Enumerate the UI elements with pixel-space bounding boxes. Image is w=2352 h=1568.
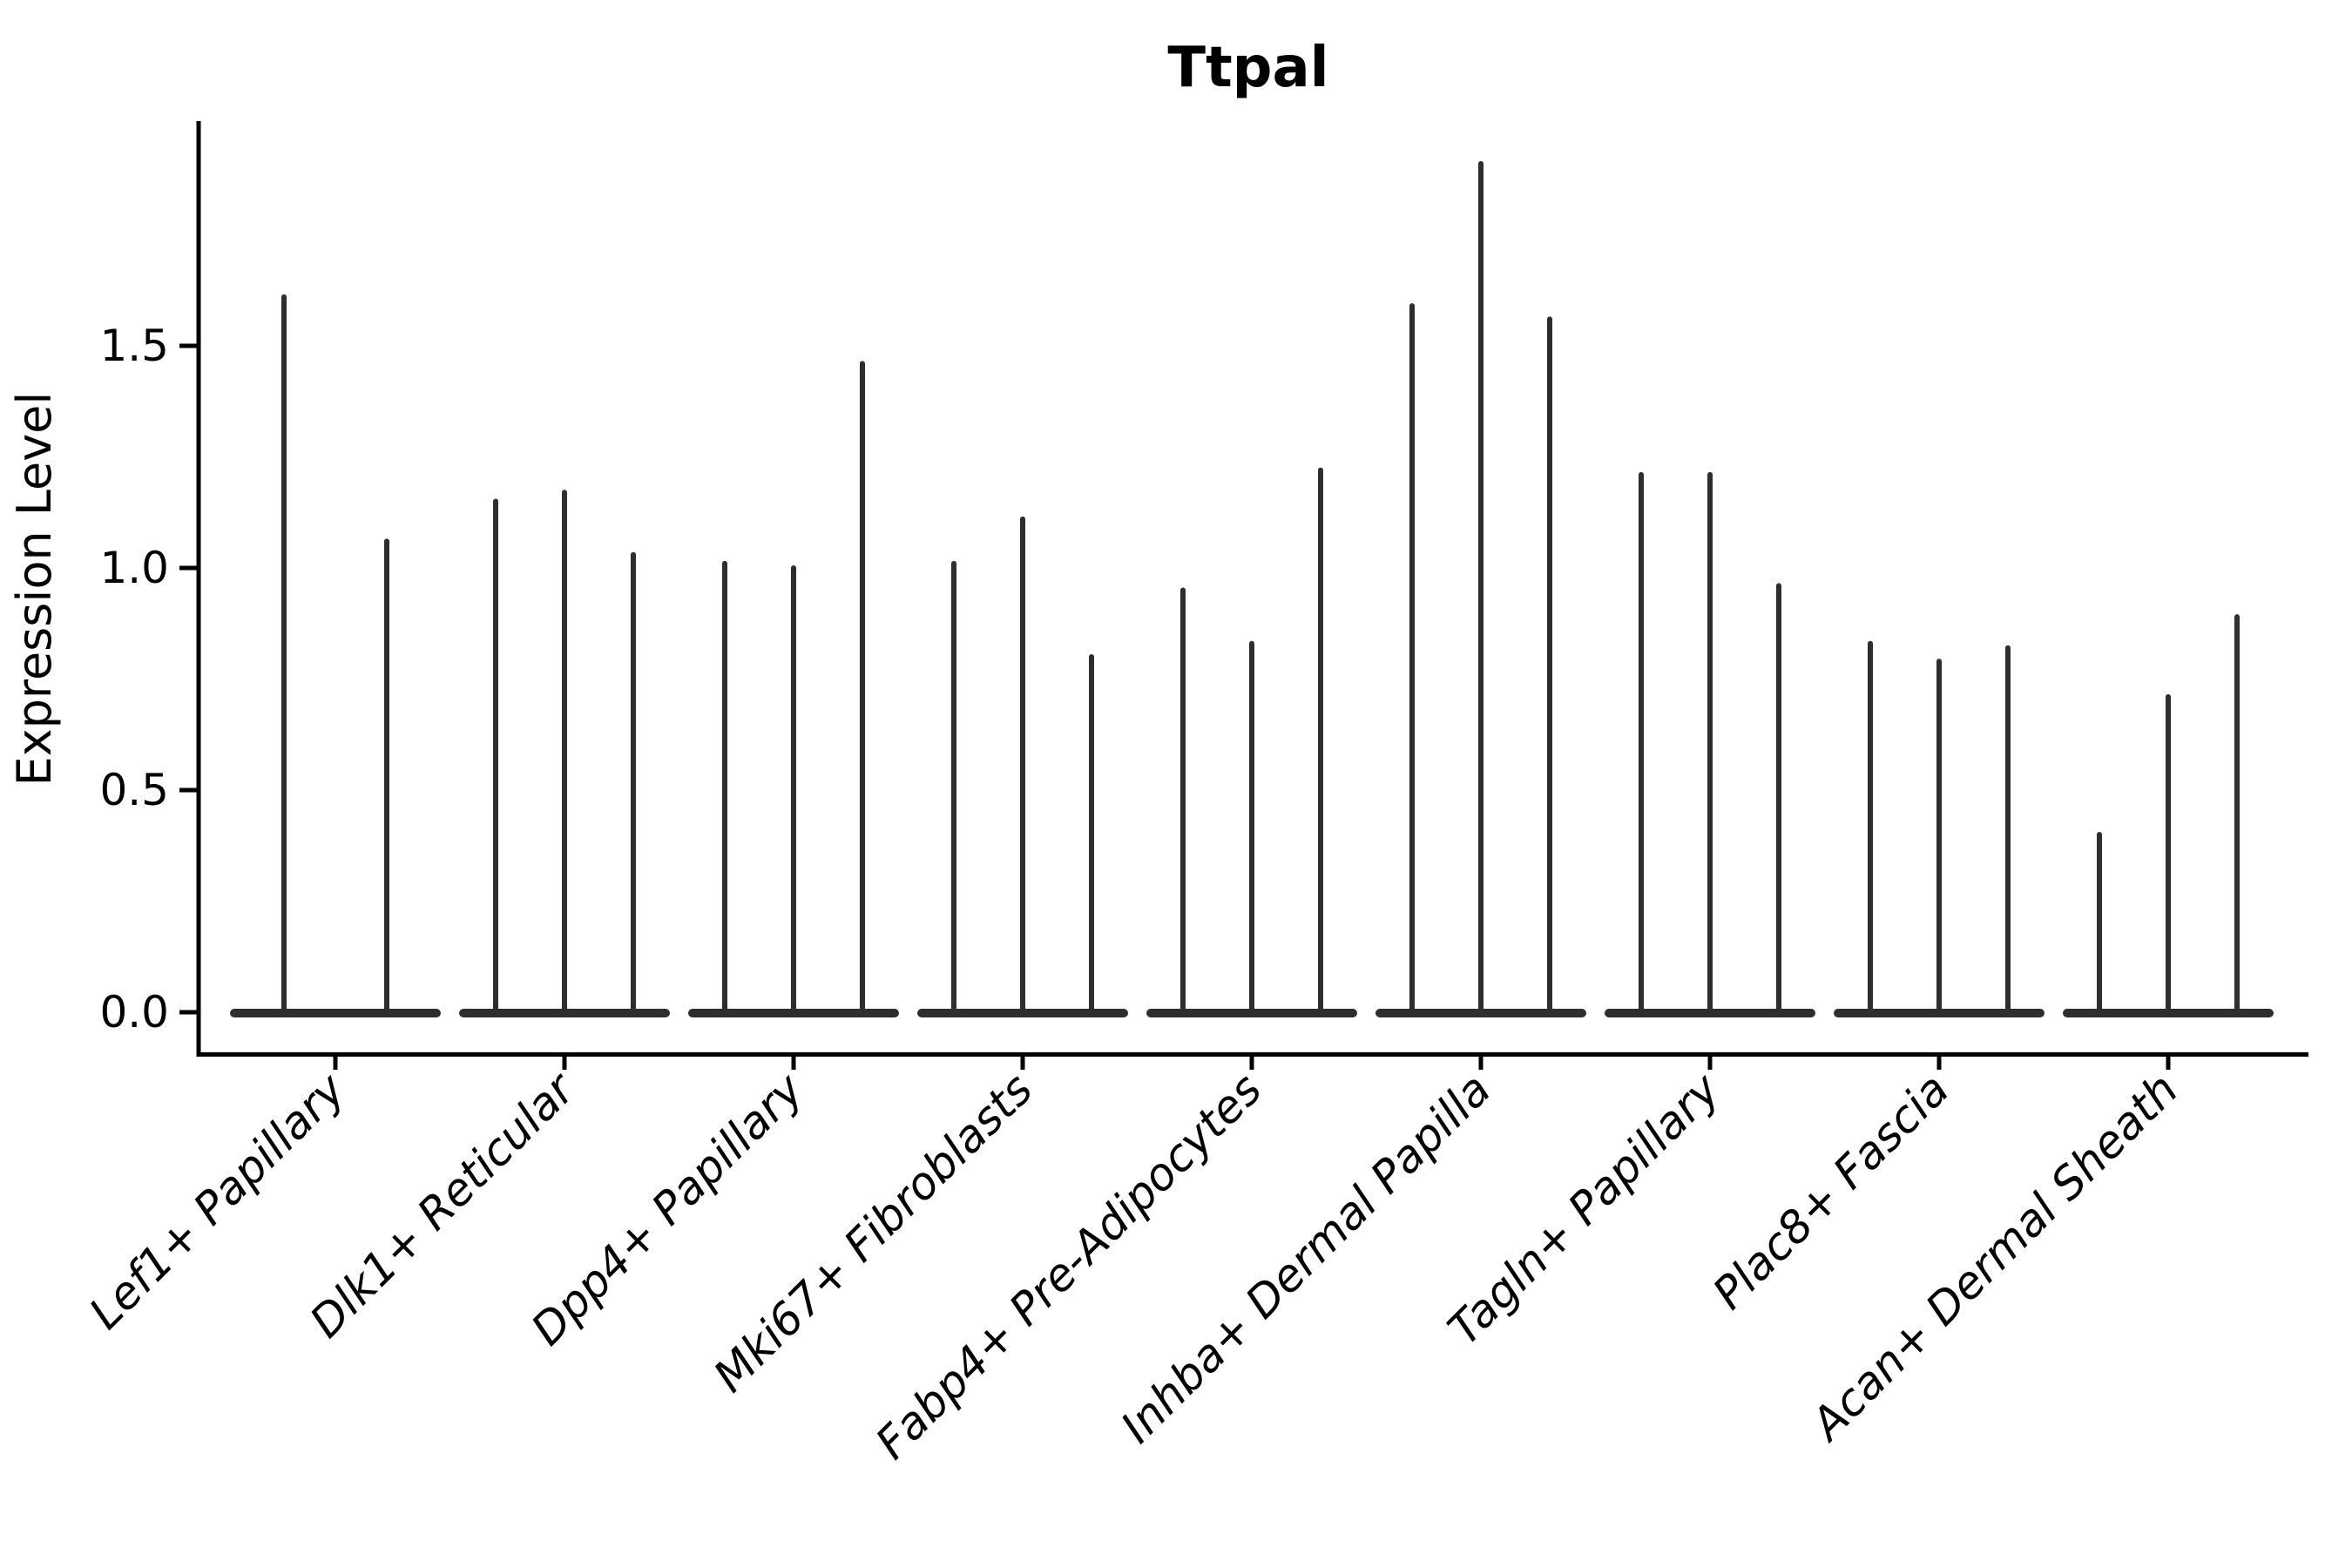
y-tick-label: 0.0 (99, 987, 169, 1037)
violin-base (1375, 1009, 1586, 1017)
violin-base (2063, 1009, 2274, 1017)
y-tick-label: 0.5 (99, 765, 169, 815)
violins-layer (230, 160, 2274, 1017)
violin-base (1146, 1009, 1357, 1017)
violin-base (688, 1009, 899, 1017)
y-tick-label: 1.5 (99, 321, 169, 371)
violin-base (1605, 1009, 1815, 1017)
x-tick-label: Inhba+ Dermal Papilla (1112, 1064, 1501, 1453)
x-tick-label: Fabp4+ Pre-Adipocytes (867, 1064, 1273, 1470)
y-tick-label: 1.0 (99, 543, 169, 593)
violin-base (230, 1009, 441, 1017)
y-ticks-layer: 0.0 0.5 1.0 1.5 (99, 321, 197, 1037)
violin-base (459, 1009, 670, 1017)
violin-base (1834, 1009, 2044, 1017)
chart-title: Ttpal (1167, 36, 1328, 100)
violin-base (917, 1009, 1128, 1017)
y-axis-label: Expression Level (7, 392, 62, 787)
x-tick-label: Acan+ Dermal Sheath (1801, 1064, 2188, 1451)
axes-layer (196, 121, 2308, 1057)
x-tick-label: Plac8+ Fascia (1704, 1064, 1960, 1320)
